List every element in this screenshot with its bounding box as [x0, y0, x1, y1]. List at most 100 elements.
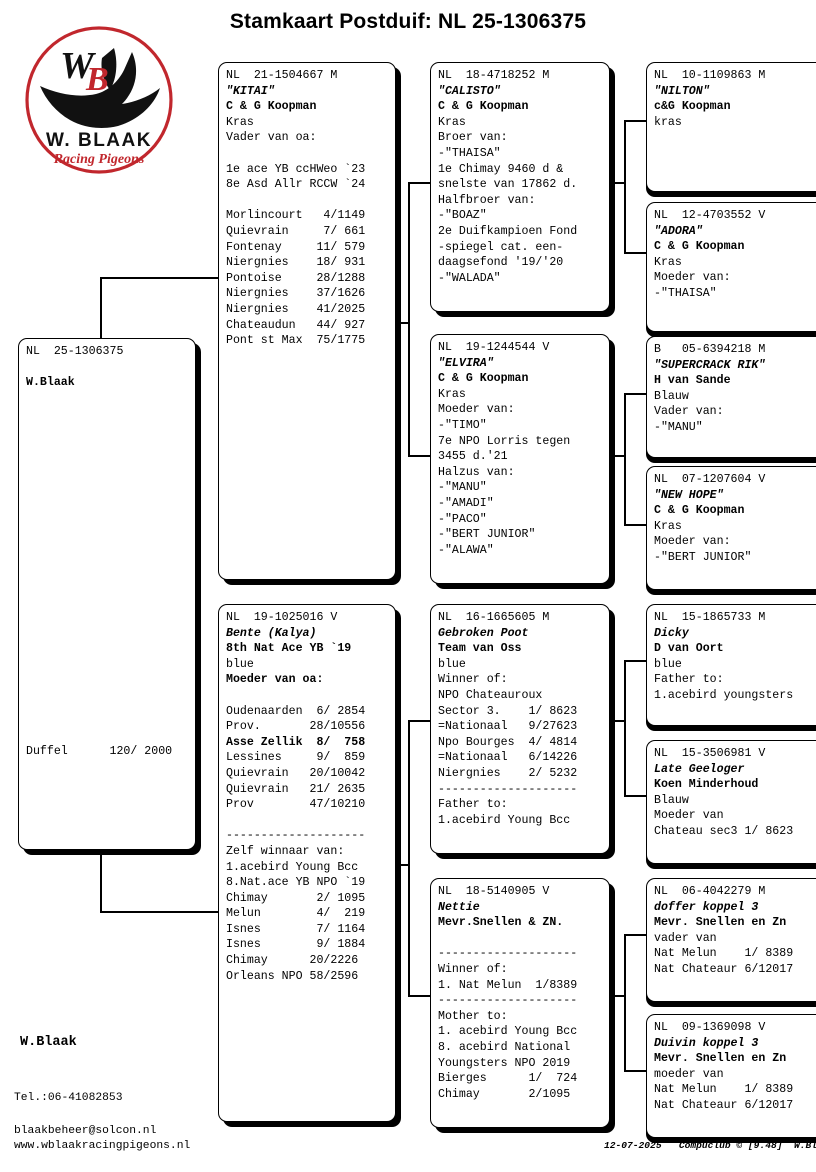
card-gp-supercrack-rik[interactable]: B 05-6394218 M "SUPERCRACK RIK" H van Sand…: [646, 336, 816, 458]
card-gp-new-hope[interactable]: NL 07-1207604 V "NEW HOPE" C & G Koopman Kr…: [646, 466, 816, 590]
card-line: C & G Koopman: [654, 240, 745, 254]
card-line: -spiegel cat. een-: [438, 240, 564, 254]
card-lines: NL 12-4703552 V "ADORA" C & G Koopman Kras M…: [654, 208, 816, 302]
card-line: Bente (Kalya): [226, 626, 317, 640]
footer-website[interactable]: www.wblaakracingpigeons.nl: [14, 1140, 191, 1152]
connector: [408, 182, 410, 457]
card-line: Bierges 1/ 724: [438, 1072, 578, 1086]
card-line: Moeder van: [654, 809, 724, 823]
card-line: B 05-6394218 M: [654, 343, 766, 356]
svg-text:Racing Pigeons: Racing Pigeons: [53, 152, 145, 167]
card-sire[interactable]: NL 21-1504667 M "KITAI" C & G Koopman Kras V…: [218, 62, 396, 580]
card-line: Youngsters NPO 2019: [438, 1056, 571, 1070]
card-lines: NL 21-1504667 M "KITAI" C & G Koopman Kras V…: [226, 68, 388, 349]
card-line: [26, 360, 188, 376]
card-line: -"THAISA": [438, 146, 501, 160]
card-line: =Nationaal 6/14226: [438, 751, 578, 765]
card-line: Blauw: [654, 389, 689, 403]
card-line: 8.Nat.ace YB NPO `19: [226, 876, 366, 890]
connector: [606, 995, 626, 997]
card-dam-dam[interactable]: NL 18-5140905 V Nettie Mevr.Snellen & ZN. …: [430, 878, 610, 1128]
card-gp-duivin-koppel-3[interactable]: NL 09-1369098 V Duivin koppel 3 Mevr. Snel…: [646, 1014, 816, 1138]
card-line: Duivin koppel 3: [654, 1036, 759, 1050]
card-gp-dicky[interactable]: NL 15-1865733 M Dicky D van Oort blue Father…: [646, 604, 816, 726]
card-line: -"MANU": [438, 481, 487, 495]
card-line: Niergnies 41/2025: [226, 302, 366, 316]
card-line: -"TIMO": [438, 418, 487, 432]
card-line: Mevr. Snellen en Zn: [654, 916, 787, 930]
footer-email[interactable]: blaakbeheer@solcon.nl: [14, 1125, 157, 1137]
connector: [100, 277, 222, 279]
card-line: Mevr.Snellen & ZN.: [438, 916, 564, 930]
card-line: vader van: [654, 931, 717, 945]
card-line: --------------------: [438, 994, 578, 1008]
connector: [624, 1070, 646, 1072]
card-line: Winner of:: [438, 962, 508, 976]
card-line: moeder van: [654, 1067, 724, 1081]
connector: [408, 455, 430, 457]
card-line: Nettie: [438, 900, 480, 914]
card-line: [226, 813, 388, 829]
card-line: Blauw: [654, 793, 689, 807]
connector: [624, 934, 626, 1072]
card-lines: B 05-6394218 M "SUPERCRACK RIK" H van Sand…: [654, 342, 816, 436]
card-dam[interactable]: NL 19-1025016 V Bente (Kalya) 8th Nat Ace …: [218, 604, 396, 1122]
card-line: kras: [654, 115, 682, 129]
card-line: Niergnies 18/ 931: [226, 256, 366, 270]
card-line: Nat Melun 1/ 8389: [654, 1083, 794, 1097]
card-line: Kras: [654, 255, 682, 269]
card-line: Mevr. Snellen en Zn: [654, 1052, 787, 1066]
card-line: -"BERT JUNIOR": [654, 550, 752, 564]
card-line: -"BOAZ": [438, 209, 487, 223]
card-line: Koen Minderhoud: [654, 778, 759, 792]
card-line: Vader van:: [654, 405, 724, 419]
card-line: -"BERT JUNIOR": [438, 528, 536, 542]
card-gp-nilton[interactable]: NL 10-1109863 M "NILTON" c&G Koopman kras: [646, 62, 816, 192]
card-line: Kras: [654, 519, 682, 533]
card-line: [438, 931, 602, 947]
card-line: 8th Nat Ace YB `19: [226, 642, 352, 656]
card-line: --------------------: [438, 782, 578, 796]
footer-contact: blaakbeheer@solcon.nl www.wblaakracingpi…: [14, 1124, 190, 1154]
card-line: Gebroken Poot: [438, 626, 529, 640]
card-line: NL 09-1369098 V: [654, 1021, 766, 1034]
card-line: Moeder van:: [438, 403, 515, 417]
svg-text:W: W: [60, 45, 97, 87]
card-line: Moeder van:: [654, 535, 731, 549]
card-line: -"PACO": [438, 512, 487, 526]
card-line: "ELVIRA": [438, 356, 494, 370]
connector: [606, 455, 626, 457]
card-line: 2e Duifkampioen Fond: [438, 224, 578, 238]
card-line: Fontenay 11/ 579: [226, 240, 366, 254]
connector: [624, 524, 646, 526]
card-lines: NL 10-1109863 M "NILTON" c&G Koopman kras: [654, 68, 816, 130]
card-line: Moeder van:: [654, 271, 731, 285]
card-dam-sire[interactable]: NL 16-1665605 M Gebroken Poot Team van Oss…: [430, 604, 610, 854]
card-line: 8e Asd Allr RCCW `24: [226, 178, 366, 192]
card-line: Prov. 28/10556: [226, 720, 366, 734]
card-line: Chimay 20/2226: [226, 954, 359, 968]
card-lines: NL 19-1244544 V "ELVIRA" C & G Koopman Kras…: [438, 340, 602, 558]
card-line: Nat Chateaur 6/12017: [654, 962, 794, 976]
card-line: --------------------: [226, 829, 366, 843]
card-line: Quievrain 20/10042: [226, 766, 366, 780]
card-line: Nat Chateaur 6/12017: [654, 1098, 794, 1112]
card-line: Dicky: [654, 626, 689, 640]
card-line: Isnes 9/ 1884: [226, 938, 366, 952]
card-line: NL 18-5140905 V: [438, 885, 550, 898]
card-line: Lessines 9/ 859: [226, 751, 366, 765]
card-gp-adora[interactable]: NL 12-4703552 V "ADORA" C & G Koopman Kras M…: [646, 202, 816, 332]
card-line: Late Geeloger: [654, 762, 745, 776]
connector: [624, 393, 646, 395]
card-gp-doffer-koppel-3[interactable]: NL 06-4042279 M doffer koppel 3 Mevr. Snel…: [646, 878, 816, 1002]
card-line: 1e Chimay 9460 d &: [438, 162, 564, 176]
card-sire-sire[interactable]: NL 18-4718252 M "CALISTO" C & G Koopman Kra…: [430, 62, 610, 312]
connector: [392, 864, 410, 866]
footer-telephone: Tel.:06-41082853: [14, 1092, 123, 1104]
connector: [408, 720, 430, 722]
card-subject[interactable]: NL 25-1306375 W.Blaak Duffel 120/ 2000: [18, 338, 196, 850]
card-line: -"AMADI": [438, 496, 494, 510]
card-sire-dam[interactable]: NL 19-1244544 V "ELVIRA" C & G Koopman Kras…: [430, 334, 610, 584]
card-line: Quievrain 7/ 661: [226, 224, 366, 238]
card-gp-late-geeloger[interactable]: NL 15-3506981 V Late Geeloger Koen Minderh…: [646, 740, 816, 864]
